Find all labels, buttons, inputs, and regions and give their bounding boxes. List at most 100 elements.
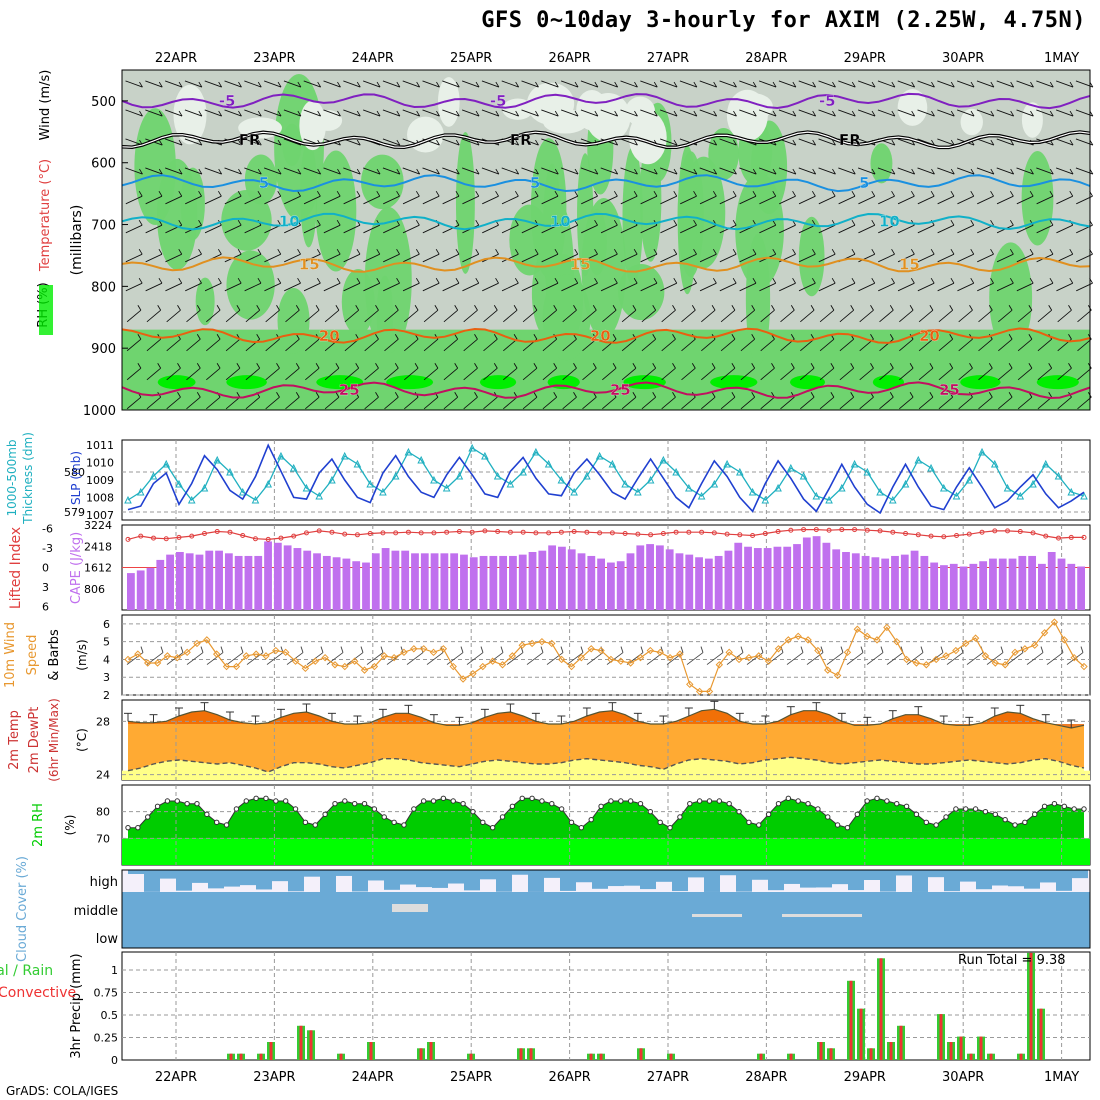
wind-barb <box>897 80 915 88</box>
wind10-marker <box>636 653 645 662</box>
precip-convective-bar <box>299 1025 303 1060</box>
wind-barb-flag <box>554 190 559 197</box>
rh2m-marker <box>263 795 269 802</box>
wind-barb-flag <box>415 190 420 197</box>
wind-barb-flag <box>137 333 142 340</box>
thickness-marker <box>710 479 719 488</box>
wind10-barb-flag <box>800 646 804 653</box>
wind10-axis-label-b: Speed <box>25 635 40 676</box>
wind-barb-flag <box>1069 110 1074 117</box>
li-marker <box>915 532 921 538</box>
thickness-marker <box>595 451 604 460</box>
wind-barb-flag <box>832 139 836 146</box>
wind-barb <box>640 253 658 263</box>
precip-convective-bar <box>859 1008 863 1060</box>
wind-barb-flag <box>394 304 399 311</box>
wind-barb <box>819 367 835 381</box>
wind-barb-flag <box>712 277 717 284</box>
wind-barb-flag <box>277 219 282 226</box>
slp-tick-label: 1009 <box>86 474 114 487</box>
wind-barb-flag <box>1068 362 1072 369</box>
cloud-high-bar <box>432 870 448 888</box>
isotherm-label: 20 <box>590 327 611 345</box>
wind-barb-flag <box>772 190 777 197</box>
wind-barb-flag <box>337 110 341 117</box>
wind-barb <box>283 138 302 146</box>
wind-barb-flag <box>970 190 975 197</box>
wind-barb-flag <box>1008 362 1013 369</box>
wind-barb <box>303 195 321 205</box>
wind-barb <box>126 338 142 352</box>
cloud-level-label: high <box>90 875 118 890</box>
wind-barb <box>660 253 677 263</box>
wind-barb-flag <box>653 81 658 88</box>
wind-barb <box>461 109 480 117</box>
cape-bar <box>773 546 782 610</box>
rh2m-marker <box>972 806 979 812</box>
thickness-marker <box>315 491 324 500</box>
wind10-marker <box>173 653 181 662</box>
wind-barb-flag <box>950 248 955 255</box>
cape-bar <box>215 550 223 610</box>
cape-bar <box>704 558 713 610</box>
wind-barb <box>680 195 697 205</box>
wind-barb <box>798 167 816 175</box>
rh2m-marker <box>1041 803 1048 810</box>
cape-bar <box>714 555 723 610</box>
wind-barb-flag <box>157 362 162 369</box>
wind-barb <box>501 109 519 117</box>
rh-moist-patch <box>315 150 357 272</box>
wind-barb <box>660 224 677 234</box>
thickness-marker <box>162 459 171 468</box>
wind-barb-flag <box>396 277 400 284</box>
rh2m-marker <box>1022 819 1028 826</box>
wind-barb-flag <box>574 168 579 175</box>
wind-barb-flag <box>613 277 618 284</box>
wind-barb-flag <box>911 81 916 88</box>
wind-barb-flag <box>435 190 440 197</box>
wind-barb-flag <box>414 304 419 311</box>
rh-dry-patch <box>1021 102 1043 138</box>
isotherm-label: 10 <box>550 212 571 230</box>
wind-barb <box>462 282 479 292</box>
bottom-date-label: 22APR <box>155 1070 197 1085</box>
cape-bar <box>1047 551 1056 610</box>
wind-barb-flag <box>515 168 520 175</box>
rh-moist-patch <box>244 154 278 205</box>
wind-barb <box>640 80 658 88</box>
wind-barb-flag <box>929 391 934 398</box>
thickness-marker <box>391 471 400 480</box>
rh-moist-patch <box>376 275 393 356</box>
wind-barb-flag <box>891 139 896 146</box>
wind-barb <box>897 224 915 234</box>
cloud-high-bar <box>560 870 576 891</box>
li-marker <box>813 527 819 533</box>
wind10-barb-flag <box>680 646 684 653</box>
thickness-marker <box>136 487 145 496</box>
cloud-high-bar <box>736 870 752 892</box>
temp-axis-label-d: (°C) <box>75 728 89 752</box>
cloud-high-bar <box>240 870 256 886</box>
wind-barb-flag <box>594 248 598 255</box>
wind-barb <box>996 282 1014 292</box>
wind-barb <box>621 396 637 410</box>
wind-barb-flag <box>139 110 143 117</box>
wind-barb-flag <box>198 248 202 255</box>
wind-barb <box>542 338 557 352</box>
cape-bar <box>322 555 331 610</box>
wind10-barb-flag <box>780 646 784 653</box>
cape-bar <box>185 553 194 610</box>
wind-barb <box>344 309 359 323</box>
wind-barb <box>680 282 697 292</box>
cape-bar <box>998 558 1007 610</box>
cape-bar <box>1028 555 1037 610</box>
isotherm-line-inner <box>121 131 1091 148</box>
wind-barb-flag <box>673 248 678 255</box>
cape-bar <box>949 563 958 610</box>
rh2m-marker <box>825 814 831 820</box>
wind-barb-flag <box>495 81 500 88</box>
wind-barb <box>917 80 935 88</box>
cloud-high-bar <box>1056 870 1072 891</box>
wind-barb-flag <box>832 110 836 117</box>
thickness-marker <box>404 447 413 456</box>
